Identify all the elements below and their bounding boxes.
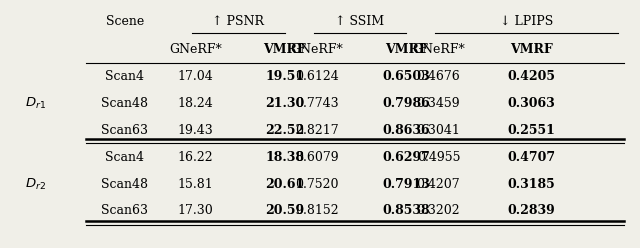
Text: GNeRF*: GNeRF* <box>169 43 221 56</box>
Text: 0.6124: 0.6124 <box>295 70 339 83</box>
Text: 0.4676: 0.4676 <box>417 70 460 83</box>
Text: VMRF: VMRF <box>385 43 428 56</box>
Text: 16.22: 16.22 <box>177 151 213 164</box>
Text: 0.8152: 0.8152 <box>295 204 339 217</box>
Text: 21.30: 21.30 <box>265 97 305 110</box>
Text: ↑ SSIM: ↑ SSIM <box>335 15 385 28</box>
Text: 0.2551: 0.2551 <box>508 124 555 137</box>
Text: 0.6503: 0.6503 <box>383 70 430 83</box>
Text: 20.59: 20.59 <box>265 204 305 217</box>
Text: ↓ LPIPS: ↓ LPIPS <box>500 15 553 28</box>
Text: 0.7520: 0.7520 <box>295 178 339 190</box>
Text: 0.6079: 0.6079 <box>295 151 339 164</box>
Text: 0.7743: 0.7743 <box>295 97 339 110</box>
Text: Scan4: Scan4 <box>106 70 144 83</box>
Text: 0.4207: 0.4207 <box>417 178 460 190</box>
Text: 0.4707: 0.4707 <box>507 151 556 164</box>
Text: 0.3459: 0.3459 <box>417 97 460 110</box>
Text: Scan63: Scan63 <box>101 124 148 137</box>
Text: Scan4: Scan4 <box>106 151 144 164</box>
Text: GNeRF*: GNeRF* <box>412 43 465 56</box>
Text: Scan48: Scan48 <box>101 178 148 190</box>
Text: 0.7913: 0.7913 <box>383 178 430 190</box>
Text: VMRF: VMRF <box>264 43 306 56</box>
Text: 0.2839: 0.2839 <box>508 204 555 217</box>
Text: $D_{r1}$: $D_{r1}$ <box>25 96 45 111</box>
Text: 0.3041: 0.3041 <box>417 124 460 137</box>
Text: 22.52: 22.52 <box>265 124 305 137</box>
Text: 20.61: 20.61 <box>265 178 305 190</box>
Text: Scene: Scene <box>106 15 144 28</box>
Text: 0.4955: 0.4955 <box>417 151 460 164</box>
Text: 0.8538: 0.8538 <box>383 204 430 217</box>
Text: 0.3185: 0.3185 <box>508 178 555 190</box>
Text: 0.3063: 0.3063 <box>508 97 555 110</box>
Text: 15.81: 15.81 <box>177 178 213 190</box>
Text: 0.6297: 0.6297 <box>383 151 430 164</box>
Text: 18.38: 18.38 <box>266 151 304 164</box>
Text: 17.04: 17.04 <box>177 70 213 83</box>
Text: ↑ PSNR: ↑ PSNR <box>212 15 264 28</box>
Text: 0.3202: 0.3202 <box>417 204 460 217</box>
Text: Scan63: Scan63 <box>101 204 148 217</box>
Text: 18.24: 18.24 <box>177 97 213 110</box>
Text: $D_{r2}$: $D_{r2}$ <box>25 177 45 191</box>
Text: Scan48: Scan48 <box>101 97 148 110</box>
Text: 0.4205: 0.4205 <box>507 70 555 83</box>
Text: 17.30: 17.30 <box>177 204 213 217</box>
Text: VMRF: VMRF <box>510 43 552 56</box>
Text: GNeRF*: GNeRF* <box>291 43 343 56</box>
Text: 0.7986: 0.7986 <box>383 97 430 110</box>
Text: 0.8217: 0.8217 <box>295 124 339 137</box>
Text: 19.51: 19.51 <box>265 70 305 83</box>
Text: 19.43: 19.43 <box>177 124 213 137</box>
Text: 0.8636: 0.8636 <box>383 124 430 137</box>
